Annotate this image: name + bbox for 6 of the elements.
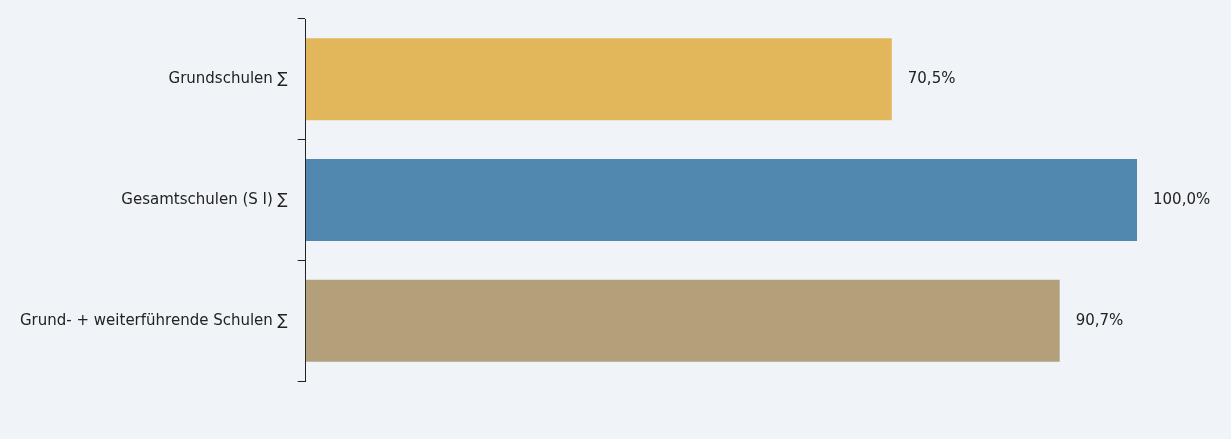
y-tick-label: Grundschulen ∑ (168, 69, 288, 88)
data-label: 90,7% (1075, 310, 1124, 329)
data-label: 100,0% (1153, 189, 1211, 208)
data-label: 70,5% (907, 69, 956, 88)
y-tick-label: Grund- + weiterführende Schulen ∑ (20, 310, 288, 329)
y-tick-label: Gesamtschulen (S I) ∑ (121, 189, 288, 208)
